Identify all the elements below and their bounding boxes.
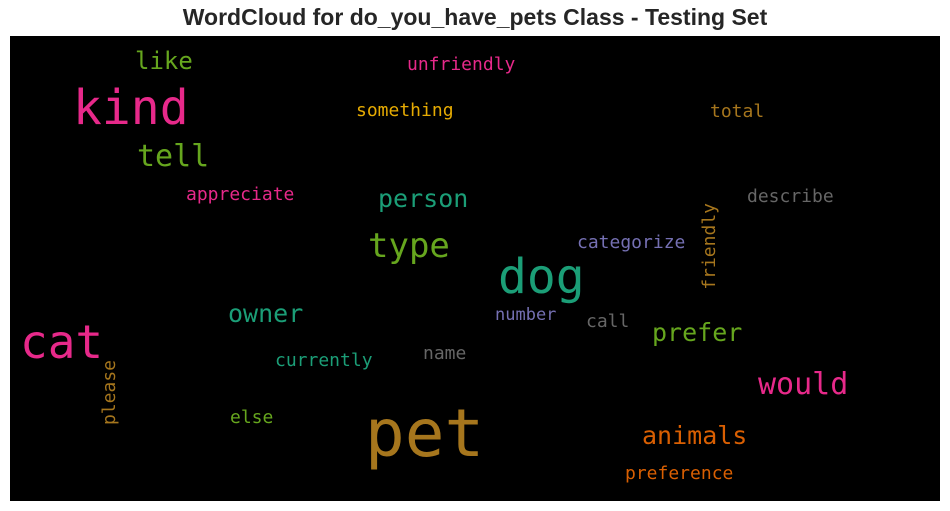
word-please: please bbox=[99, 360, 120, 426]
word-currently: currently bbox=[275, 350, 373, 371]
word-categorize: categorize bbox=[577, 232, 686, 253]
chart-title: WordCloud for do_you_have_pets Class - T… bbox=[182, 4, 768, 30]
word-type: type bbox=[368, 226, 450, 266]
word-friendly: friendly bbox=[699, 203, 720, 290]
word-describe: describe bbox=[747, 186, 834, 207]
word-dog: dog bbox=[498, 249, 585, 305]
word-something: something bbox=[356, 100, 454, 121]
word-tell: tell bbox=[137, 139, 210, 174]
word-name: name bbox=[423, 343, 467, 364]
wordcloud-canvas: pet kind dog cat type tell would like person anim… bbox=[10, 36, 940, 501]
word-preference: preference bbox=[625, 463, 734, 484]
word-else: else bbox=[230, 407, 274, 428]
word-owner: owner bbox=[228, 299, 304, 328]
word-call: call bbox=[586, 311, 630, 332]
word-appreciate: appreciate bbox=[186, 184, 295, 205]
word-unfriendly: unfriendly bbox=[407, 54, 516, 75]
word-like: like bbox=[135, 47, 193, 75]
word-number: number bbox=[495, 305, 557, 325]
word-cat: cat bbox=[20, 315, 104, 369]
word-pet: pet bbox=[365, 395, 485, 472]
word-would: would bbox=[758, 367, 849, 402]
word-person: person bbox=[378, 184, 469, 213]
word-kind: kind bbox=[73, 80, 189, 136]
word-total: total bbox=[710, 101, 765, 122]
word-prefer: prefer bbox=[652, 318, 743, 347]
word-animals: animals bbox=[642, 421, 748, 450]
